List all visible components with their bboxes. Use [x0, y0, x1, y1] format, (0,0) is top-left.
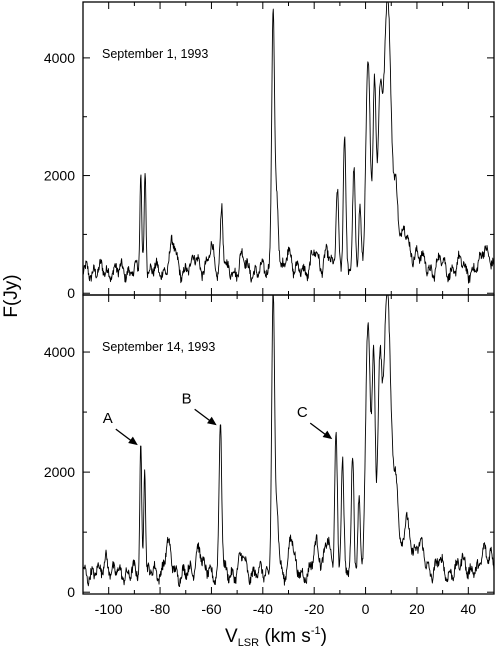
y-tick-label: 4000 [44, 344, 75, 360]
annotations: A B C [103, 390, 333, 446]
tick-marks [82, 295, 495, 594]
annotation-arrow-b [194, 408, 212, 422]
x-tick-label: 20 [409, 601, 425, 617]
y-tick-labels: 0 2000 4000 [44, 344, 75, 600]
panel-september-14: 0 2000 4000 September 14, 1993 A B C [44, 294, 495, 600]
panel-september-1: 0 2000 4000 September 1, 1993 [44, 1, 495, 301]
spectrum-trace [82, 1, 495, 284]
annotation-arrowhead-c [322, 430, 333, 440]
y-tick-label: 4000 [44, 50, 75, 66]
x-tick-label: -40 [253, 601, 273, 617]
x-tick-label: 40 [461, 601, 477, 617]
y-tick-label: 2000 [44, 168, 75, 184]
x-axis-label-subscript: LSR [238, 637, 259, 649]
x-axis-label-main: V [225, 626, 238, 647]
annotation-arrow-c [309, 422, 327, 436]
x-axis-label: VLSR (km s-1) [225, 625, 327, 649]
x-tick-labels: -100 -80 -60 -40 -20 0 20 40 [95, 601, 477, 617]
x-axis-label-unit-close: ) [321, 626, 327, 647]
annotation-arrowhead-a [128, 436, 138, 446]
annotation-arrowhead-b [207, 416, 217, 426]
y-tick-label: 0 [67, 285, 75, 301]
y-axis-label: F(Jy) [1, 274, 22, 317]
x-tick-label: -60 [201, 601, 221, 617]
y-tick-label: 2000 [44, 464, 75, 480]
y-tick-label: 0 [67, 584, 75, 600]
x-tick-label: -80 [150, 601, 170, 617]
x-tick-label: -20 [304, 601, 324, 617]
x-axis-label-unit: (km s [259, 626, 311, 647]
x-tick-label: 0 [362, 601, 370, 617]
annotation-label-a: A [103, 410, 113, 427]
spectrum-trace [82, 294, 495, 588]
panel-date-label: September 14, 1993 [102, 340, 215, 354]
x-tick-label: -100 [95, 601, 123, 617]
panel-date-label: September 1, 1993 [102, 47, 208, 61]
annotation-label-b: B [182, 390, 192, 407]
y-tick-labels: 0 2000 4000 [44, 50, 75, 301]
tick-marks [82, 2, 495, 295]
x-axis-label-unit-exponent: -1 [311, 625, 321, 637]
annotation-arrow-a [115, 428, 133, 442]
annotation-label-c: C [297, 404, 308, 421]
